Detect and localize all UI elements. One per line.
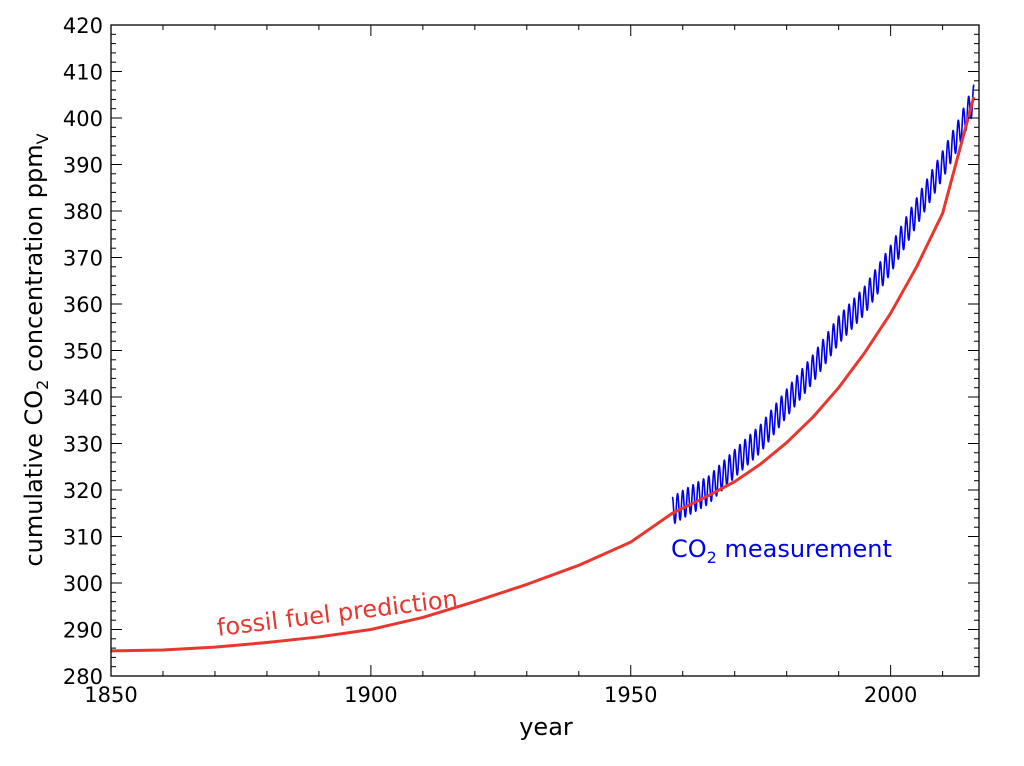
y-tick-label: 390 <box>63 154 103 178</box>
y-axis-label-sub2: V <box>33 133 52 144</box>
y-tick-label: 410 <box>63 61 103 85</box>
y-tick-label: 290 <box>63 619 103 643</box>
y-axis-label-sub: 2 <box>33 380 52 390</box>
co2-measurement-label: CO2 measurement <box>671 535 892 567</box>
y-tick-label: 350 <box>63 340 103 364</box>
y-tick-label: 310 <box>63 526 103 550</box>
y-tick-label: 380 <box>63 200 103 224</box>
fossil-fuel-prediction-line <box>110 96 976 653</box>
x-tick-label: 1950 <box>604 683 657 707</box>
y-tick-label: 360 <box>63 293 103 317</box>
y-axis-label-mid: concentration ppm <box>20 144 48 379</box>
y-tick-label: 420 <box>63 14 103 38</box>
axes: 280 290 300 310 320 330 340 350 360 370 380 390 400 4… <box>63 14 980 707</box>
co2-measurement-label-suffix: measurement <box>717 535 892 563</box>
x-tick-label: 1900 <box>344 683 397 707</box>
y-tick-label: 280 <box>63 665 103 689</box>
measured-series-layer <box>671 84 975 525</box>
x-tick-label: 2000 <box>864 683 917 707</box>
y-axis-label-prefix: cumulative CO <box>20 390 48 567</box>
y-axis-label: cumulative CO2 concentration ppmV <box>20 133 52 566</box>
co2-measurement-label-sub: 2 <box>707 548 717 567</box>
y-tick-label: 330 <box>63 433 103 457</box>
y-tick-label: 300 <box>63 572 103 596</box>
fossil-series-layer <box>110 96 976 653</box>
y-tick-label: 370 <box>63 247 103 271</box>
measured-co2-line <box>671 84 975 525</box>
y-tick-label: 340 <box>63 386 103 410</box>
co2-measurement-label-prefix: CO <box>671 535 707 563</box>
y-tick-label: 400 <box>63 107 103 131</box>
x-axis-label: year <box>519 713 573 741</box>
y-tick-label: 320 <box>63 479 103 503</box>
x-tick-label: 1850 <box>84 683 137 707</box>
